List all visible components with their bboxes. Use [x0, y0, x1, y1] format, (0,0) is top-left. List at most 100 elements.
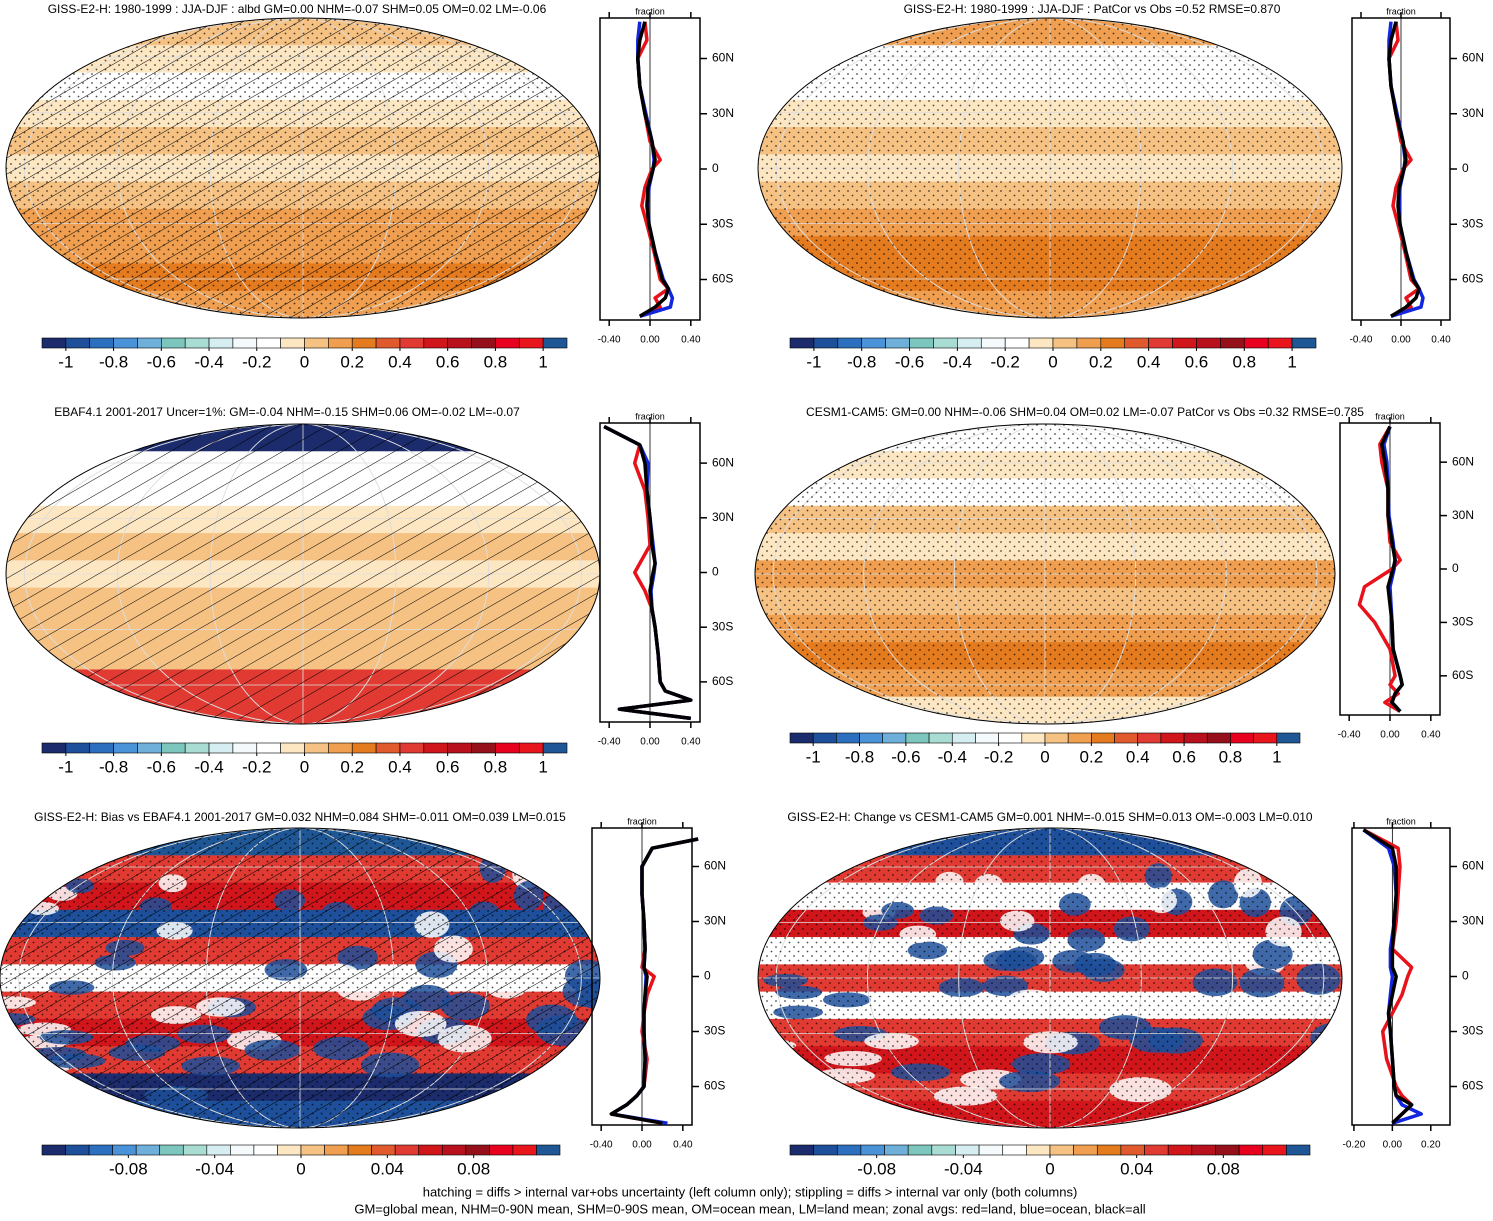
colorbar-tick-label: 0.8 — [1232, 352, 1256, 371]
map-blob — [561, 867, 589, 898]
colorbar-box — [136, 1145, 160, 1155]
zonal-mean-line — [611, 839, 698, 1123]
colorbar-tick-label: -0.08 — [857, 1159, 896, 1178]
colorbar-box — [837, 1145, 861, 1155]
colorbar-box — [185, 743, 209, 753]
y-tick-label: 0 — [712, 161, 719, 175]
y-tick-label: 60N — [712, 455, 734, 469]
colorbar-box — [1292, 338, 1316, 348]
colorbar-box — [281, 743, 305, 753]
colorbar-box — [42, 743, 66, 753]
colorbar-box — [862, 338, 886, 348]
colorbar-box — [908, 1145, 932, 1155]
colorbar-box — [395, 1145, 419, 1155]
colorbar-box — [254, 1145, 278, 1155]
colorbar-box — [1074, 1145, 1098, 1155]
colorbar-tick-label: 0.4 — [388, 352, 412, 371]
colorbar-tick-label: 1 — [538, 352, 547, 371]
colorbar-box — [352, 338, 376, 348]
colorbar-box — [495, 338, 519, 348]
colorbar-box — [1145, 1145, 1169, 1155]
colorbar-box — [1138, 733, 1161, 743]
colorbar-box — [1239, 1145, 1263, 1155]
colorbar-box — [814, 1145, 838, 1155]
colorbar-tick-label: -0.6 — [147, 352, 176, 371]
colorbar-box — [328, 743, 352, 753]
panel-title: GISS-E2-H: 1980-1999 : JJA-DJF : albd GM… — [48, 2, 547, 16]
colorbar-box — [861, 1145, 885, 1155]
panel-title: EBAF4.1 2001-2017 Uncer=1%: GM=-0.04 NHM… — [54, 405, 520, 419]
colorbar-tick-label: 0.2 — [340, 352, 364, 371]
colorbar-box — [161, 338, 185, 348]
colorbar-tick-label: 0.2 — [340, 757, 364, 776]
colorbar-box — [955, 1145, 979, 1155]
panel-title: GISS-E2-H: Bias vs EBAF4.1 2001-2017 GM=… — [34, 810, 566, 824]
colorbar-box — [489, 1145, 513, 1155]
colorbar-box — [1277, 733, 1300, 743]
colorbar-box — [885, 1145, 909, 1155]
colorbar-box — [277, 1145, 301, 1155]
y-tick-label: 0 — [1462, 161, 1469, 175]
colorbar-box — [1196, 338, 1220, 348]
colorbar-box — [836, 733, 859, 743]
colorbar-box — [113, 1145, 137, 1155]
colorbar-box — [66, 338, 90, 348]
colorbar-box — [536, 1145, 560, 1155]
colorbar-box — [981, 338, 1005, 348]
colorbar-box — [813, 733, 836, 743]
y-tick-label: 30N — [1452, 508, 1474, 522]
colorbar-box — [495, 743, 519, 753]
colorbar-box — [1003, 1145, 1027, 1155]
colorbar-box — [1026, 1145, 1050, 1155]
y-tick-label: 0 — [704, 969, 711, 983]
colorbar-tick-label: -1 — [58, 757, 73, 776]
colorbar-tick-label: -0.4 — [194, 352, 223, 371]
colorbar-box — [1097, 1145, 1121, 1155]
y-tick-label: 0 — [1462, 969, 1469, 983]
colorbar-tick-label: -0.4 — [938, 747, 967, 766]
zonal-mean-line — [1364, 830, 1412, 1123]
colorbar-box — [137, 743, 161, 753]
colorbar-tick-label: -0.6 — [895, 352, 924, 371]
colorbar-box — [1161, 733, 1184, 743]
colorbar-box — [419, 1145, 443, 1155]
colorbar-box — [185, 338, 209, 348]
colorbar-tick-label: -0.2 — [242, 352, 271, 371]
map-blob — [1301, 1067, 1362, 1099]
colorbar-tick-label: -0.4 — [194, 757, 223, 776]
panel-title: GISS-E2-H: 1980-1999 : JJA-DJF : PatCor … — [904, 2, 1281, 16]
y-tick-label: 30N — [704, 914, 726, 928]
colorbar-box — [957, 338, 981, 348]
colorbar-box — [1077, 338, 1101, 348]
x-tick-label: 0.20 — [1421, 1140, 1441, 1151]
colorbar-box — [328, 338, 352, 348]
colorbar-tick-label: -0.2 — [242, 757, 271, 776]
colorbar-box — [161, 743, 185, 753]
profile-xlabel: fraction — [1386, 816, 1416, 826]
y-tick-label: 60S — [1462, 272, 1483, 286]
y-tick-label: 30S — [712, 619, 733, 633]
colorbar-box — [207, 1145, 231, 1155]
x-tick-label: -0.40 — [598, 737, 621, 748]
x-tick-label: 0.00 — [1380, 730, 1400, 741]
hatching — [6, 424, 600, 724]
colorbar-box — [209, 338, 233, 348]
colorbar-tick-label: -1 — [58, 352, 73, 371]
colorbar-box — [543, 743, 567, 753]
colorbar-tick-label: -0.2 — [984, 747, 1013, 766]
panel-title: GISS-E2-H: Change vs CESM1-CAM5 GM=0.001… — [787, 810, 1313, 824]
colorbar-box — [325, 1145, 349, 1155]
map — [758, 18, 1342, 319]
panel-title: CESM1-CAM5: GM=0.00 NHM=-0.06 SHM=0.04 O… — [806, 405, 1364, 419]
colorbar-tick-label: 0.4 — [1137, 352, 1161, 371]
x-tick-label: 0.40 — [681, 335, 701, 346]
colorbar-box — [257, 338, 281, 348]
y-tick-label: 60N — [1452, 454, 1474, 468]
y-tick-label: 60N — [1462, 51, 1484, 65]
colorbar-box — [979, 1145, 1003, 1155]
colorbar-box — [372, 1145, 396, 1155]
colorbar-tick-label: 0.08 — [457, 1159, 490, 1178]
colorbar-box — [301, 1145, 325, 1155]
x-tick-label: -0.40 — [1350, 335, 1373, 346]
colorbar-box — [376, 743, 400, 753]
